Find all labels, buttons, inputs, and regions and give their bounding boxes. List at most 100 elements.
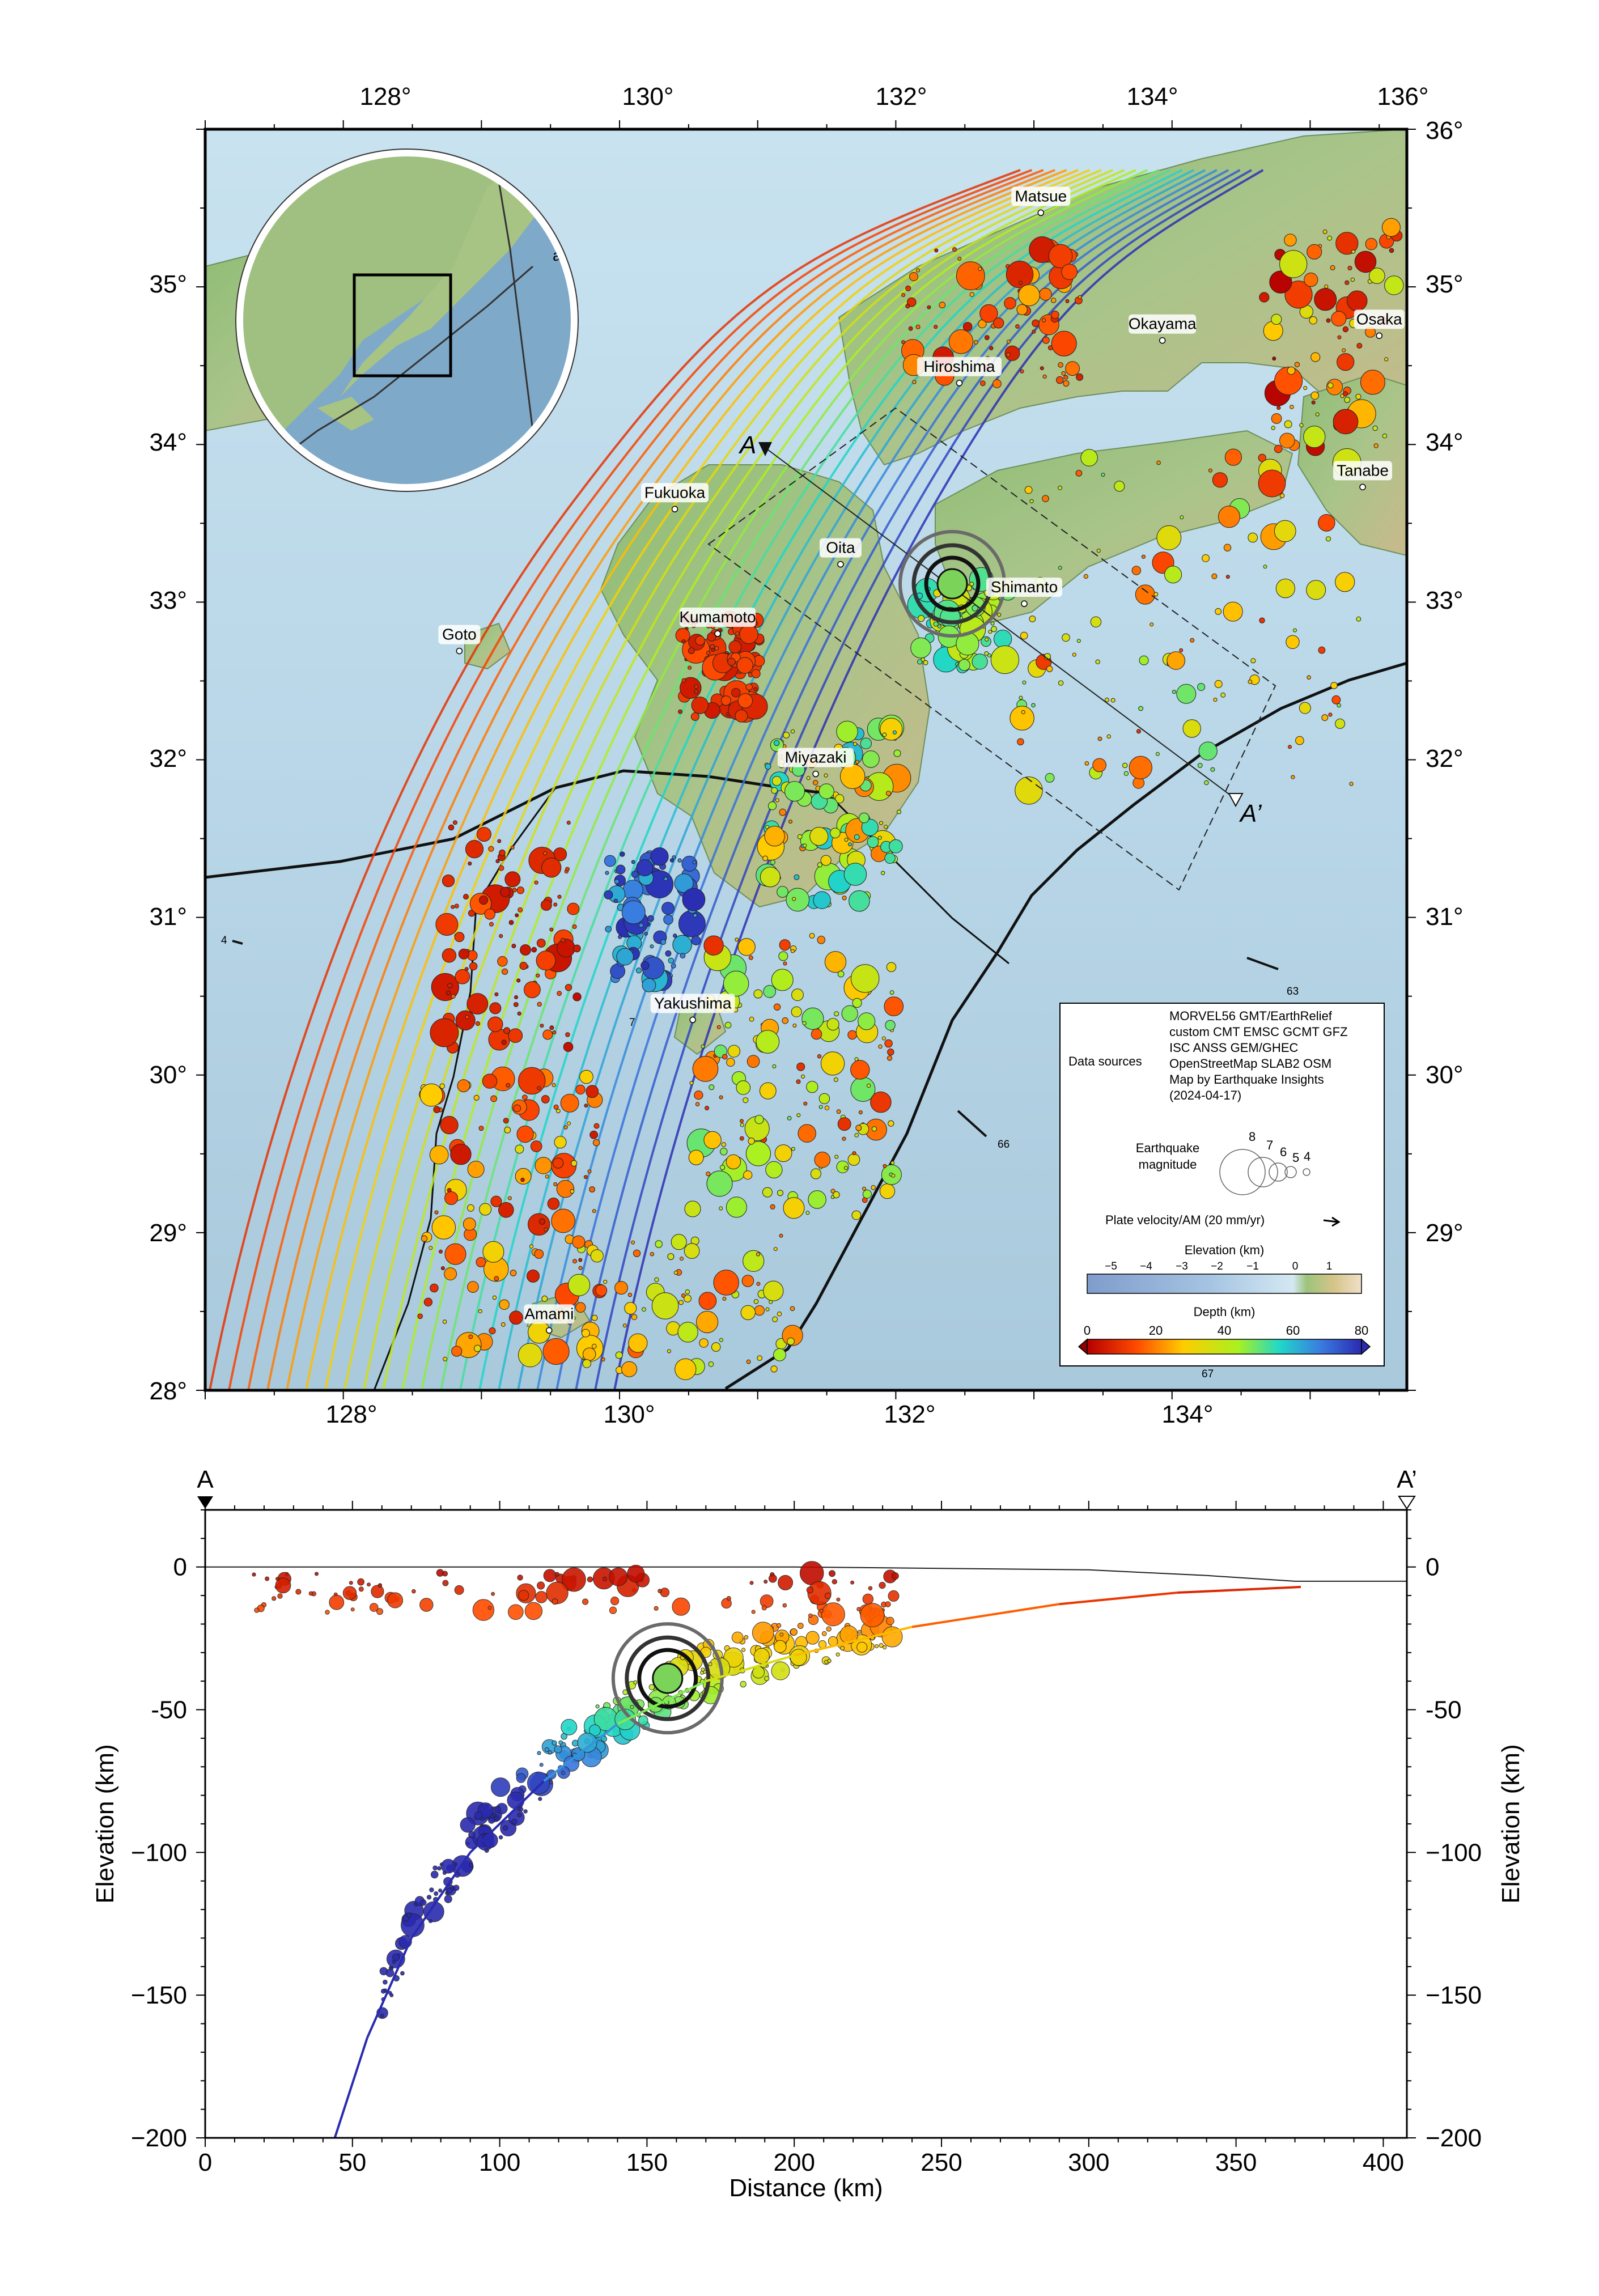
section-earthquake-dot [420, 1899, 427, 1906]
section-earthquake-dot [807, 1581, 832, 1605]
earthquake-dot [884, 1039, 893, 1048]
earthquake-dot [1156, 460, 1161, 465]
earthquake-dot [978, 267, 982, 271]
earthquake-dot [881, 1036, 886, 1041]
section-earthquake-dot [595, 1704, 600, 1709]
earthquake-dot [591, 1343, 597, 1349]
earthquake-dot [772, 1064, 777, 1068]
earthquake-dot [497, 956, 508, 967]
earthquake-dot [556, 1109, 561, 1114]
section-earthquake-dot [517, 1574, 523, 1581]
earthquake-dot [775, 798, 779, 803]
earthquake-dot [777, 1190, 783, 1196]
earthquake-dot [628, 1333, 648, 1353]
earthquake-dot [1006, 261, 1034, 288]
earthquake-dot [934, 325, 938, 329]
earthquake-dot [969, 292, 975, 297]
earthquake-dot [1062, 633, 1070, 642]
earthquake-dot [489, 922, 494, 927]
earthquake-dot [479, 896, 489, 905]
earthquake-dot [540, 899, 552, 911]
earthquake-dot [1290, 405, 1294, 409]
earthquake-dot [671, 963, 676, 969]
section-earthquake-dot [601, 1735, 608, 1742]
earthquake-dot [468, 1334, 473, 1339]
lon-label-bottom-132: 132° [884, 1400, 935, 1428]
section-earthquake-dot [558, 1740, 563, 1745]
section-earthquake-dot [472, 1599, 495, 1621]
earthquake-dot [518, 1343, 542, 1368]
earthquake-dot [442, 1319, 447, 1324]
earthquake-dot [1032, 329, 1036, 334]
earthquake-dot [1346, 290, 1368, 312]
earthquake-dot [672, 935, 692, 955]
earthquake-dot [884, 852, 896, 864]
earthquake-dot [1197, 763, 1203, 768]
earthquake-dot [696, 1310, 719, 1334]
section-earthquake-dot [441, 1858, 456, 1874]
section-earthquake-dot [883, 1645, 887, 1650]
earthquake-dot [583, 1347, 596, 1361]
section-y-tick-label-right: -50 [1426, 1696, 1462, 1724]
earthquake-dot [1155, 752, 1160, 756]
earthquake-dot [867, 1083, 871, 1088]
earthquake-dot [589, 1186, 595, 1192]
earthquake-dot [511, 944, 516, 949]
earthquake-dot [711, 1342, 721, 1352]
earthquake-dot [1114, 481, 1125, 492]
lon-labels-bottom: 128° 130° 132° 134° [325, 1400, 1213, 1428]
earthquake-dot [529, 1244, 534, 1249]
earthquake-dot [1040, 366, 1044, 371]
earthquake-dot [536, 950, 556, 971]
earthquake-dot [917, 659, 923, 665]
earthquake-dot [672, 855, 676, 860]
section-x-tick-label: 400 [1363, 2149, 1404, 2176]
earthquake-dot [553, 1104, 559, 1110]
earthquake-dot [1337, 353, 1355, 371]
section-earthquake-dot [438, 1888, 443, 1893]
earthquake-dot [1164, 566, 1182, 584]
earthquake-dot [1198, 741, 1218, 761]
section-x-tick-label: 250 [921, 2149, 962, 2176]
earthquake-dot [1208, 468, 1212, 473]
earthquake-dot [638, 923, 644, 928]
earthquake-dot [745, 683, 753, 691]
earthquake-dot [1382, 434, 1388, 439]
lat-label-left-29: 29° [149, 1219, 187, 1247]
earthquake-dot [661, 902, 675, 915]
slab-contour [209, 169, 1021, 1390]
earthquake-dot [1096, 549, 1101, 553]
section-earthquake-dot [840, 1646, 845, 1650]
slab-contour [594, 169, 1252, 1390]
section-earthquake-dot [774, 1640, 787, 1653]
section-slab-segment [1177, 1585, 1301, 1594]
earthquake-dot [593, 1123, 600, 1129]
section-earthquake-dot [633, 1680, 638, 1684]
cross-section-panel: A A’ Distance (km) Elevation (km) Elevat… [91, 1466, 1525, 2202]
earthquake-dot [678, 910, 706, 937]
legend-depth-arrow-left [1078, 1338, 1088, 1355]
earthquake-dot [1384, 357, 1389, 362]
earthquake-dot [1021, 710, 1025, 715]
earthquake-dot [1335, 572, 1355, 592]
earthquake-dot [779, 939, 791, 951]
earthquake-dot [770, 1365, 778, 1373]
earthquake-dot [451, 905, 455, 909]
earthquake-dot [541, 1295, 548, 1302]
earthquake-dot [1318, 514, 1335, 532]
earthquake-dot [1004, 297, 1016, 309]
earthquake-dot [851, 1210, 862, 1220]
lat-labels-left: 35° 34° 33° 32° 31° 30° 29° 28° [149, 270, 187, 1405]
earthquake-dot [908, 326, 913, 331]
earthquake-dot [684, 1295, 692, 1302]
earthquake-dot [549, 927, 554, 932]
lon-label-bottom-134: 134° [1161, 1400, 1213, 1428]
earthquake-dot [663, 914, 673, 925]
earthquake-dot [1223, 544, 1232, 551]
earthquake-dot [833, 1191, 840, 1199]
earthquake-dot [883, 1164, 887, 1168]
earthquake-dot [685, 1289, 690, 1295]
earthquake-dot [489, 1327, 496, 1335]
earthquake-dot [604, 855, 616, 867]
earthquake-dot [688, 665, 692, 670]
